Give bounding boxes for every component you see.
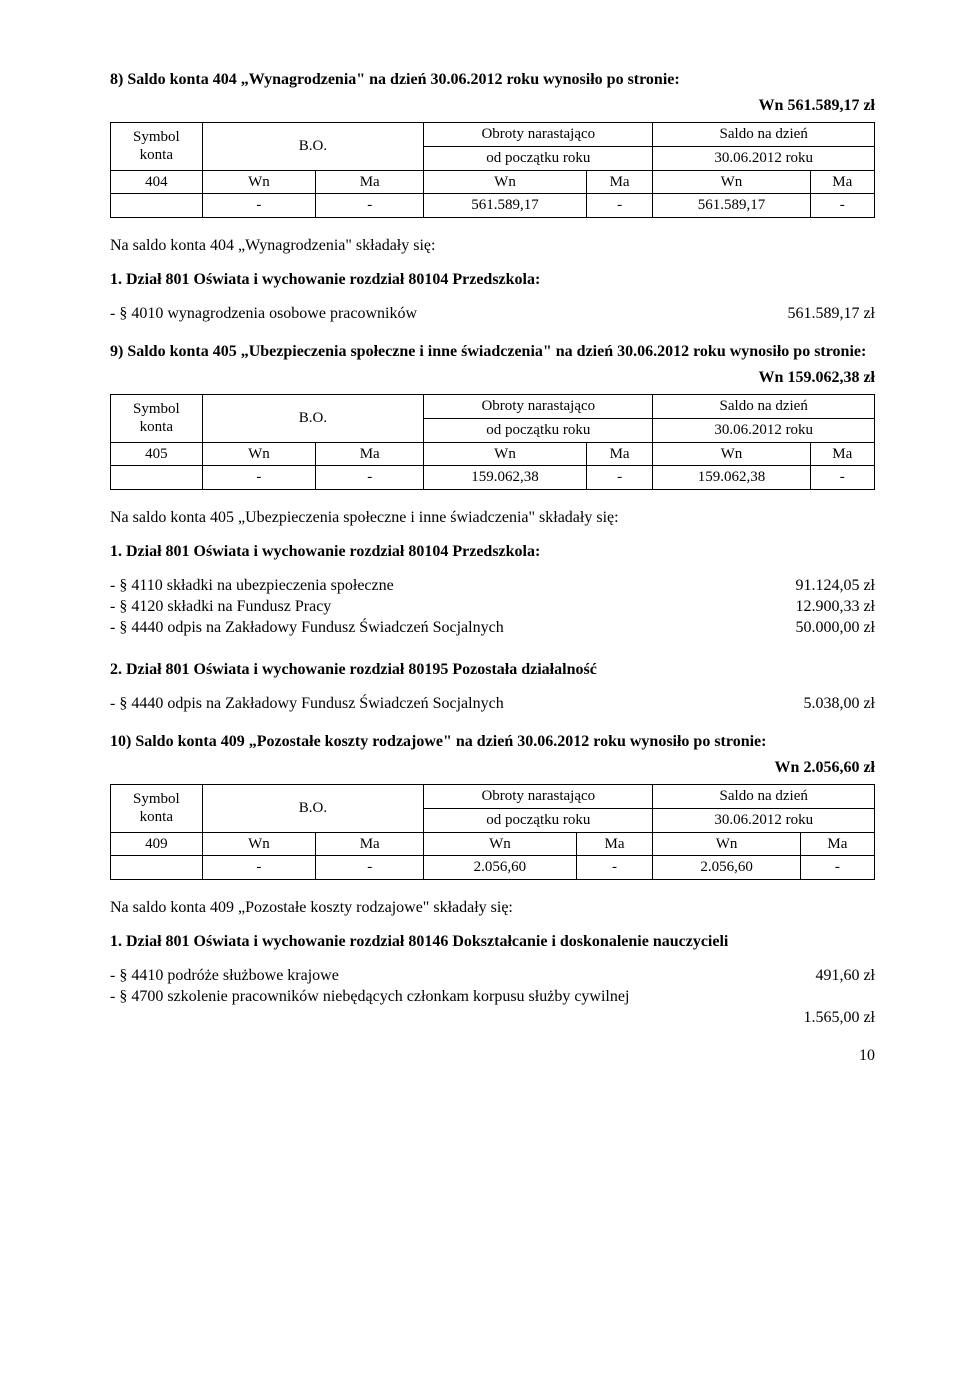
line-item: - § 4700 szkolenie pracowników niebędący… [110,987,875,1007]
cell: Ma [586,170,653,194]
item-val: 5.038,00 zł [783,694,875,714]
th-sal: Saldo na dzień [653,785,875,809]
cell: Wn [424,170,587,194]
cell: 561.589,17 [424,194,587,218]
s8-title: 8) Saldo konta 404 „Wynagrodzenia" na dz… [110,70,875,90]
item-val: 50.000,00 zł [775,618,875,638]
cell [111,856,203,880]
cell: - [202,466,316,490]
line-item: - § 4410 podróże służbowe krajowe 491,60… [110,966,875,986]
th-sal2: 30.06.2012 roku [653,808,875,832]
line-item: - § 4120 składki na Fundusz Pracy 12.900… [110,597,875,617]
cell: 2.056,60 [424,856,576,880]
s9-title-amt: Wn 159.062,38 zł [110,368,875,388]
item-val: 561.589,17 zł [767,304,875,324]
item-label: - § 4120 składki na Fundusz Pracy [110,597,775,617]
cell: Wn [424,832,576,856]
th-sym: Symbol konta [111,123,203,171]
item-val-wrapped: 1.565,00 zł [110,1008,875,1028]
th-sal: Saldo na dzień [653,395,875,419]
cell: Wn [653,170,810,194]
cell [111,466,203,490]
s9-title: 9) Saldo konta 405 „Ubezpieczenia społec… [110,342,875,362]
cell: - [202,856,316,880]
item-val: 91.124,05 zł [775,576,875,596]
cell: - [586,466,653,490]
s10-title-amt: Wn 2.056,60 zł [110,758,875,778]
cell: Ma [316,170,424,194]
cell: - [316,194,424,218]
cell: - [800,856,874,880]
line-item: - § 4010 wynagrodzenia osobowe pracownik… [110,304,875,324]
cell: - [586,194,653,218]
cell: 404 [111,170,203,194]
cell: 409 [111,832,203,856]
th-bo: B.O. [202,785,424,833]
cell: Wn [424,442,587,466]
cell: Ma [810,442,874,466]
cell: Ma [316,442,424,466]
item-label: - § 4010 wynagrodzenia osobowe pracownik… [110,304,767,324]
cell: Wn [202,170,316,194]
line-item: - § 4110 składki na ubezpieczenia społec… [110,576,875,596]
cell: 2.056,60 [653,856,800,880]
item-label: - § 4410 podróże służbowe krajowe [110,966,795,986]
cell: Wn [653,832,800,856]
s10-after: Na saldo konta 409 „Pozostałe koszty rod… [110,898,875,918]
line-item: - § 4440 odpis na Zakładowy Fundusz Świa… [110,618,875,638]
cell: - [576,856,653,880]
th-sal2: 30.06.2012 roku [653,418,875,442]
cell: Wn [202,832,316,856]
th-ob2: od początku roku [424,808,653,832]
s8-after: Na saldo konta 404 „Wynagrodzenia" skład… [110,236,875,256]
line-item: - § 4440 odpis na Zakładowy Fundusz Świa… [110,694,875,714]
th-ob: Obroty narastająco [424,395,653,419]
s8-sub1: 1. Dział 801 Oświata i wychowanie rozdzi… [110,270,875,290]
cell: Ma [316,832,424,856]
th-ob2: od początku roku [424,418,653,442]
th-ob2: od początku roku [424,146,653,170]
item-label: - § 4440 odpis na Zakładowy Fundusz Świa… [110,618,775,638]
cell: - [316,856,424,880]
s10-title: 10) Saldo konta 409 „Pozostałe koszty ro… [110,732,875,752]
s9-after: Na saldo konta 405 „Ubezpieczenia społec… [110,508,875,528]
th-sym: Symbol konta [111,785,203,833]
s9-sub2: 2. Dział 801 Oświata i wychowanie rozdzi… [110,660,875,680]
cell: Wn [653,442,810,466]
th-ob: Obroty narastająco [424,123,653,147]
th-bo: B.O. [202,395,424,443]
cell: Ma [586,442,653,466]
cell: 405 [111,442,203,466]
cell: 561.589,17 [653,194,810,218]
th-ob: Obroty narastająco [424,785,653,809]
item-label: - § 4700 szkolenie pracowników niebędący… [110,987,855,1007]
s10-table: Symbol konta B.O. Obroty narastająco Sal… [110,784,875,880]
s9-table: Symbol konta B.O. Obroty narastająco Sal… [110,394,875,490]
cell: 159.062,38 [424,466,587,490]
th-sal2: 30.06.2012 roku [653,146,875,170]
cell: Ma [576,832,653,856]
s8-title-amt: Wn 561.589,17 zł [110,96,875,116]
page-number: 10 [110,1046,875,1066]
s8-table: Symbol konta B.O. Obroty narastająco Sal… [110,122,875,218]
cell: - [316,466,424,490]
cell: Wn [202,442,316,466]
s10-sub1: 1. Dział 801 Oświata i wychowanie rozdzi… [110,932,875,952]
cell: Ma [800,832,874,856]
th-bo: B.O. [202,123,424,171]
item-label: - § 4110 składki na ubezpieczenia społec… [110,576,775,596]
s9-sub1: 1. Dział 801 Oświata i wychowanie rozdzi… [110,542,875,562]
item-val: 491,60 zł [795,966,875,986]
cell: - [810,466,874,490]
item-val [855,987,875,1007]
item-label: - § 4440 odpis na Zakładowy Fundusz Świa… [110,694,783,714]
cell: - [810,194,874,218]
item-val: 12.900,33 zł [775,597,875,617]
th-sym: Symbol konta [111,395,203,443]
cell [111,194,203,218]
cell: Ma [810,170,874,194]
cell: - [202,194,316,218]
th-sal: Saldo na dzień [653,123,875,147]
cell: 159.062,38 [653,466,810,490]
